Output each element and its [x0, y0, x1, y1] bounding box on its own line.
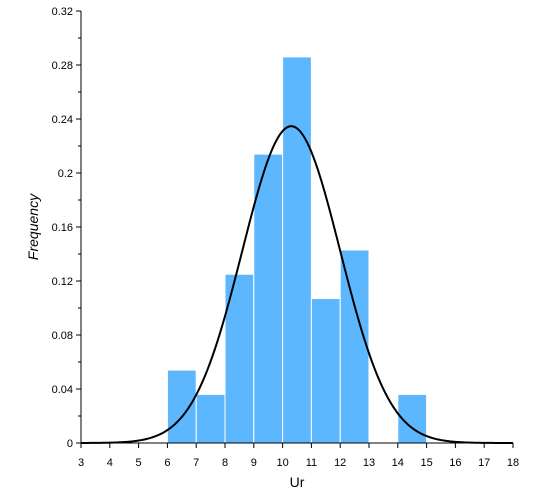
y-tick-label: 0: [67, 438, 73, 450]
histogram-bar-3: [253, 153, 284, 444]
y-tick-label: 0.28: [52, 60, 73, 72]
y-tick-label: 0.16: [52, 222, 73, 234]
x-tick-label: 8: [222, 457, 228, 469]
x-tick-label: 9: [251, 457, 257, 469]
y-tick-label: 0.2: [58, 168, 73, 180]
y-tick-label: 0.08: [52, 330, 73, 342]
y-tick-label: 0.24: [52, 114, 73, 126]
x-tick-label: 7: [193, 457, 199, 469]
y-axis-title: Frequency: [25, 193, 41, 260]
x-tick-label: 15: [420, 457, 432, 469]
x-axis-title: Ur: [290, 474, 305, 490]
x-tick-label: 18: [507, 457, 519, 469]
histogram-bar-1: [195, 393, 226, 444]
y-tick-label: 0.12: [52, 276, 73, 288]
x-tick-label: 16: [449, 457, 461, 469]
x-tick-label: 4: [107, 457, 113, 469]
histogram-bars: [166, 56, 428, 444]
y-axis-ticks: 0 0.04 0.08 0.12 0.16 0.2 0.24 0.28 0.32: [52, 6, 81, 450]
x-axis-ticks: 3 4 5 6 7 8 9 10 11 12 13 14 15 16 17 18: [78, 443, 519, 469]
x-tick-label: 17: [478, 457, 490, 469]
x-tick-label: 5: [136, 457, 142, 469]
y-tick-label: 0.04: [52, 384, 73, 396]
x-tick-label: 6: [164, 457, 170, 469]
x-tick-label: 12: [334, 457, 346, 469]
y-tick-label: 0.32: [52, 6, 73, 18]
x-tick-label: 11: [306, 457, 317, 469]
histogram-bar-5: [310, 298, 341, 444]
x-tick-label: 14: [392, 457, 404, 469]
histogram-bar-6: [339, 249, 370, 444]
x-tick-label: 13: [363, 457, 375, 469]
normal-fit-curve: [80, 125, 513, 444]
x-tick-label: 10: [276, 457, 288, 469]
histogram-bar-4: [282, 56, 312, 444]
histogram-bar-0: [166, 369, 197, 444]
x-tick-label: 3: [78, 457, 84, 469]
